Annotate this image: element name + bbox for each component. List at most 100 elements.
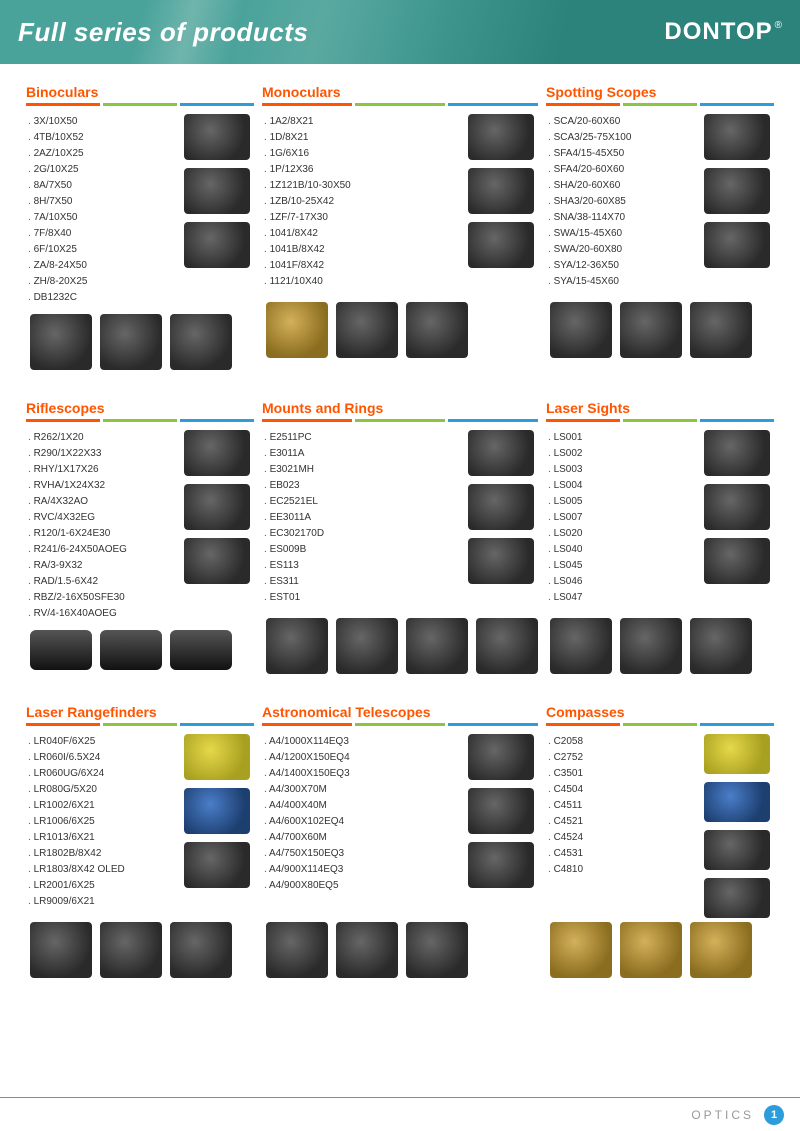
list-item: 6F/10X25 (28, 242, 87, 258)
product-thumb (406, 618, 468, 674)
list-item: A4/750X150EQ3 (264, 846, 350, 862)
category-title: Compasses (546, 704, 774, 720)
bottom-thumbnails (26, 314, 254, 370)
page-number: 1 (764, 1105, 784, 1125)
product-thumb (406, 922, 468, 978)
list-item: RAD/1.5-6X42 (28, 574, 127, 590)
list-item: 4TB/10X52 (28, 130, 87, 146)
side-thumbnails (184, 734, 254, 888)
list-item: E3021MH (264, 462, 324, 478)
list-item: RV/4-16X40AOEG (28, 606, 127, 622)
list-item: DB1232C (28, 290, 87, 306)
product-thumb (184, 430, 250, 476)
list-item: A4/400X40M (264, 798, 350, 814)
list-item: RVC/4X32EG (28, 510, 127, 526)
list-item: A4/1400X150EQ3 (264, 766, 350, 782)
list-item: RVHA/1X24X32 (28, 478, 127, 494)
list-item: LS004 (548, 478, 582, 494)
product-thumb (184, 222, 250, 268)
list-item: 7A/10X50 (28, 210, 87, 226)
list-item: 2AZ/10X25 (28, 146, 87, 162)
category-title: Mounts and Rings (262, 400, 538, 416)
list-item: E3011A (264, 446, 324, 462)
product-thumb (336, 302, 398, 358)
product-thumb (184, 842, 250, 888)
list-item: 3X/10X50 (28, 114, 87, 130)
list-item: LS040 (548, 542, 582, 558)
list-item: SWA/20-60X80 (548, 242, 631, 258)
brand-logo: DONTOP ® (664, 18, 782, 46)
category-title: Riflescopes (26, 400, 254, 416)
list-item: 1Z121B/10-30X50 (264, 178, 351, 194)
category-body: E2511PCE3011AE3021MHEB023EC2521ELEE3011A… (262, 430, 538, 610)
product-thumb (468, 222, 534, 268)
category-body: LS001LS002LS003LS004LS005LS007LS020LS040… (546, 430, 774, 610)
list-item: ES009B (264, 542, 324, 558)
list-item: SCA/20-60X60 (548, 114, 631, 130)
list-item: LS002 (548, 446, 582, 462)
list-item: R241/6-24X50AOEG (28, 542, 127, 558)
list-item: LR080G/5X20 (28, 782, 125, 798)
list-item: C4511 (548, 798, 583, 814)
list-item: RA/4X32AO (28, 494, 127, 510)
side-thumbnails (468, 430, 538, 584)
item-list: SCA/20-60X60SCA3/25-75X100SFA4/15-45X50S… (546, 114, 631, 294)
product-thumb (468, 842, 534, 888)
brand-name: DONTOP (664, 18, 772, 46)
category-title: Laser Sights (546, 400, 774, 416)
item-list: R262/1X20R290/1X22X33RHY/1X17X26RVHA/1X2… (26, 430, 127, 622)
product-thumb (170, 314, 232, 370)
page-title: Full series of products (18, 17, 308, 48)
product-thumb (690, 302, 752, 358)
list-item: LS045 (548, 558, 582, 574)
category-body: LR040F/6X25LR060I/6.5X24LR060UG/6X24LR08… (26, 734, 254, 914)
list-item: 1P/12X36 (264, 162, 351, 178)
list-item: 1ZB/10-25X42 (264, 194, 351, 210)
list-item: C4531 (548, 846, 583, 862)
list-item: SFA4/15-45X50 (548, 146, 631, 162)
list-item: 1121/10X40 (264, 274, 351, 290)
list-item: LS007 (548, 510, 582, 526)
product-thumb (266, 618, 328, 674)
list-item: 1ZF/7-17X30 (264, 210, 351, 226)
category-riflescopes: Riflescopes R262/1X20R290/1X22X33RHY/1X17… (26, 400, 254, 674)
list-item: LR2001/6X25 (28, 878, 125, 894)
category-grid: Binoculars3X/10X504TB/10X522AZ/10X252G/1… (26, 84, 774, 978)
list-item: EB023 (264, 478, 324, 494)
item-list: A4/1000X114EQ3A4/1200X150EQ4A4/1400X150E… (262, 734, 350, 914)
page-header: Full series of products DONTOP ® (0, 0, 800, 64)
product-thumb (704, 734, 770, 774)
product-thumb (468, 430, 534, 476)
list-item: 1041B/8X42 (264, 242, 351, 258)
brand-reg: ® (775, 20, 782, 31)
category-binoculars: Binoculars3X/10X504TB/10X522AZ/10X252G/1… (26, 84, 254, 370)
list-item: LR060UG/6X24 (28, 766, 125, 782)
rule-divider (262, 723, 538, 726)
product-thumb (620, 302, 682, 358)
rule-divider (262, 103, 538, 106)
list-item: EC2521EL (264, 494, 324, 510)
list-item: RBZ/2-16X50SFE30 (28, 590, 127, 606)
product-thumb (184, 788, 250, 834)
product-thumb (550, 922, 612, 978)
content-area: Binoculars3X/10X504TB/10X522AZ/10X252G/1… (0, 64, 800, 978)
category-title: Monoculars (262, 84, 538, 100)
list-item: A4/900X114EQ3 (264, 862, 350, 878)
bottom-thumbnails (262, 618, 538, 674)
side-thumbnails (704, 114, 774, 268)
item-list: 1A2/8X211D/8X211G/6X161P/12X361Z121B/10-… (262, 114, 351, 294)
product-thumb (30, 630, 92, 670)
list-item: LS005 (548, 494, 582, 510)
product-thumb (170, 922, 232, 978)
product-thumb (690, 922, 752, 978)
list-item: LR9009/6X21 (28, 894, 125, 910)
product-thumb (184, 484, 250, 530)
product-thumb (704, 484, 770, 530)
list-item: SYA/12-36X50 (548, 258, 631, 274)
side-thumbnails (468, 734, 538, 888)
list-item: EC302170D (264, 526, 324, 542)
category-title: Spotting Scopes (546, 84, 774, 100)
bottom-thumbnails (546, 922, 774, 978)
item-list: C2058C2752C3501C4504C4511C4521C4524C4531… (546, 734, 583, 914)
category-mounts-and-rings: Mounts and Rings E2511PCE3011AE3021MHEB02… (262, 400, 538, 674)
